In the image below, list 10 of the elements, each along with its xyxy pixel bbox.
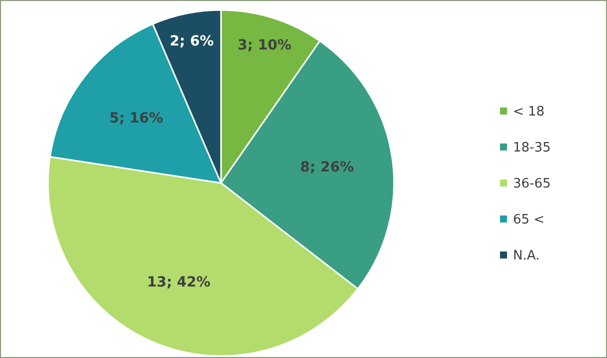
legend-label: 18-35 [513, 140, 551, 156]
legend-label: 65 < [513, 212, 545, 228]
data-label: 13; 42% [146, 274, 210, 290]
data-label: 5; 16% [109, 110, 164, 126]
data-label: 3; 10% [238, 37, 292, 54]
data-label: 8; 26% [300, 160, 354, 176]
legend-label: N.A. [513, 248, 540, 264]
legend-label: 36-65 [513, 176, 551, 192]
data-label: 2; 6% [170, 34, 214, 50]
legend-label: < 18 [513, 104, 545, 120]
